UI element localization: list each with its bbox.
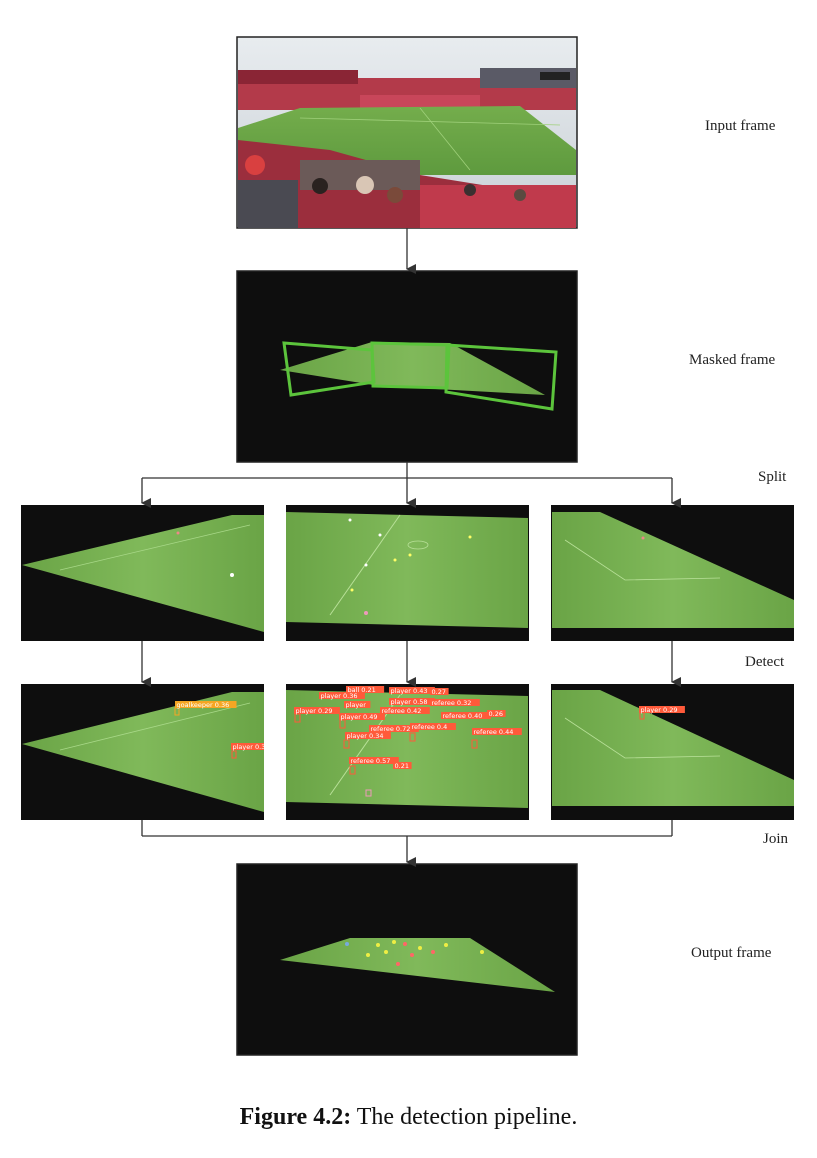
detection-label-bg [487,710,506,717]
mask-box-right [444,343,558,411]
connectors [141,228,681,867]
detection-label-bg [319,692,365,699]
detection-label-bg [393,762,412,769]
detection-label-bg [380,707,430,714]
caption-label: Figure 4.2: [239,1104,352,1130]
detection-label: goalkeeper 0.36 [177,701,230,709]
detection-label-bg [389,687,435,694]
detection-label-bg [339,713,385,720]
detection-label-bg [294,707,340,714]
detection-label-bg [349,757,399,764]
detection-label: referee 0.4 [412,723,448,731]
detection-label-bg [430,688,449,695]
detection-label: player 0.43 [391,687,428,695]
split-frame-left [21,505,264,641]
detection-label: referee 0.57 [351,757,391,765]
output-frame [236,863,578,1056]
detection-label-bg [430,699,480,706]
detection-label: ball 0.21 [348,686,376,694]
caption-text: The detection pipeline. [351,1104,578,1130]
detection-label: player 0.49 [341,713,378,721]
input-frame [236,36,578,229]
detection-label: 0.26 [489,710,503,718]
detection-label: player 0.29 [641,706,678,714]
detection-label: player [346,701,367,709]
detection-label: referee 0.44 [474,728,514,736]
detection-label: player 0.58 [391,698,428,706]
detection-label: referee 0.40 [443,712,483,720]
detection-label: player 0.29 [296,707,333,715]
figure-caption: Figure 4.2: The detection pipeline. [0,1104,817,1131]
detection-label: referee 0.72 [371,725,411,733]
detection-label-bg [346,686,385,693]
detection-label-bg [410,723,456,730]
detection-label: player 0.3 [233,743,266,751]
detection-label-bg [344,701,371,708]
detection-label-bg [231,743,264,750]
detection-label: player 0.36 [321,692,358,700]
label-split: Split [758,469,787,485]
detection-label: referee 0.32 [432,699,472,707]
detection-label: referee 0.42 [382,707,422,715]
detection-label-bg [369,725,419,732]
detection-label-bg [472,728,522,735]
detection-label: player 0.34 [347,732,384,740]
detection-label-bg [345,732,391,739]
detection-label: 0.21 [395,762,409,770]
split-frame-center [286,505,529,641]
detection-label-bg [389,698,435,705]
label-masked-frame: Masked frame [689,352,776,368]
detection-label-bg [175,701,237,708]
label-join: Join [763,831,789,847]
masked-frame [236,270,578,463]
split-frame-right [551,505,794,641]
detect-frame-right [551,684,794,820]
label-output-frame: Output frame [691,945,772,961]
label-detect: Detect [745,654,785,670]
detection-label-bg [441,712,491,719]
detection-label: 0.27 [432,688,446,696]
label-input-frame: Input frame [705,118,776,134]
detection-label-bg [639,706,685,713]
